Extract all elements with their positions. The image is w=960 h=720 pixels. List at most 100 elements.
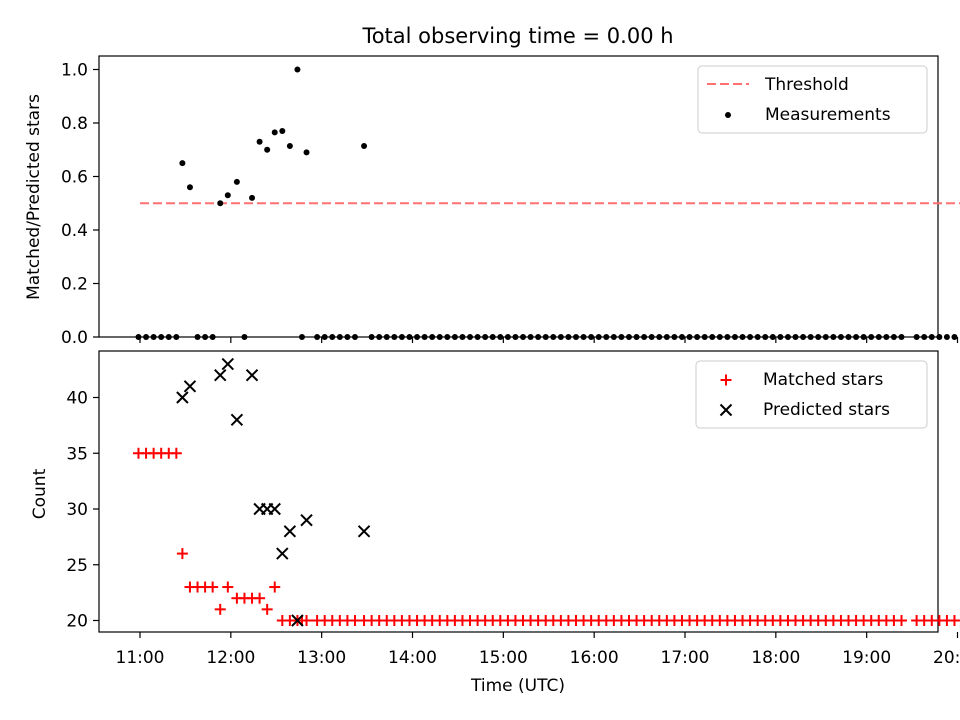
measurement-zero-point: [701, 334, 708, 340]
measurement-zero-point: [451, 334, 458, 340]
bottom-legend-predicted-label: Predicted stars: [763, 400, 890, 420]
measurement-zero-point: [482, 334, 489, 340]
measurement-point: [233, 178, 240, 185]
top-legend-box: [697, 65, 928, 134]
measurement-zero-point: [150, 334, 157, 340]
measurement-zero-point: [241, 334, 248, 340]
measurement-zero-point: [709, 334, 716, 340]
measurement-zero-point: [429, 334, 436, 340]
bottom-panel: 20 25 30 35 40 11:00 12:00 13:00 14:00 15:00 16:00…: [30, 350, 960, 696]
bottom-xtick-label: 20:00: [933, 648, 960, 668]
measurement-point: [303, 149, 310, 156]
measurement-zero-point: [376, 334, 383, 340]
matched-star-marker: [948, 615, 960, 626]
bottom-ytick-label: 20: [66, 612, 88, 632]
measurement-point: [224, 192, 231, 199]
predicted-star-marker-b: [176, 391, 189, 404]
measurement-zero-point: [633, 334, 640, 340]
matched-star-marker: [254, 592, 266, 604]
bottom-ytick-label: 30: [66, 500, 88, 520]
predicted-star-marker-b: [221, 357, 235, 371]
measurement-zero-point: [497, 334, 504, 340]
measurement-zero-point: [686, 334, 693, 340]
bottom-xtick-label: 11:00: [116, 648, 165, 668]
measurement-zero-point: [467, 334, 474, 340]
measurement-zero-point: [943, 334, 950, 340]
top-legend-measurements-label: Measurements: [765, 105, 891, 125]
matched-star-marker: [214, 603, 226, 615]
measurement-zero-point: [550, 334, 557, 340]
measurement-zero-point: [209, 334, 216, 340]
measurement-zero-point: [936, 334, 943, 340]
predicted-star-marker: [245, 368, 259, 382]
top-ytick-label: 0.8: [61, 114, 88, 134]
measurement-zero-point: [815, 334, 822, 340]
measurement-zero-point: [459, 334, 466, 340]
predicted-star-marker-b: [291, 614, 304, 627]
measurement-zero-point: [504, 334, 511, 340]
predicted-star-marker-b: [276, 547, 289, 560]
matched-star-marker: [170, 447, 182, 459]
measurement-point: [271, 129, 278, 136]
measurement-zero-point: [535, 334, 542, 340]
predicted-star-marker: [183, 380, 197, 393]
bottom-xtick-label: 13:00: [297, 648, 346, 668]
measurement-zero-point: [671, 334, 678, 340]
predicted-star-marker: [300, 513, 313, 527]
measurement-zero-point: [754, 334, 761, 340]
predicted-star-marker-b: [300, 513, 313, 527]
matched-star-marker: [176, 548, 188, 560]
measurement-zero-point: [383, 334, 390, 340]
bottom-ytick-label: 25: [66, 556, 88, 576]
measurement-point: [217, 200, 224, 207]
measurement-zero-point: [158, 334, 165, 340]
bottom-ylabel: Count: [30, 468, 50, 519]
bottom-xlabel: Time (UTC): [470, 676, 565, 696]
measurement-zero-point: [731, 334, 738, 340]
measurement-zero-point: [444, 334, 451, 340]
predicted-star-marker: [291, 614, 304, 627]
bottom-legend: Matched stars Predicted stars: [695, 360, 928, 429]
measurement-point: [256, 138, 263, 145]
predicted-star-marker: [176, 391, 189, 404]
measurement-zero-point: [520, 334, 527, 340]
top-legend-threshold-label: Threshold: [764, 75, 849, 95]
top-axes-frame: [98, 55, 939, 338]
measurement-zero-point: [329, 334, 336, 340]
measurement-zero-point: [663, 334, 670, 340]
predicted-star-marker: [230, 413, 244, 427]
measurement-zero-point: [618, 334, 625, 340]
bottom-legend-predicted-swatch: [719, 403, 733, 417]
bottom-xtick-label: 19:00: [842, 648, 891, 668]
measurement-zero-point: [739, 334, 746, 340]
measurement-zero-point: [336, 334, 343, 340]
measurement-zero-point: [391, 334, 398, 340]
measurement-zero-point: [853, 334, 860, 340]
measurement-zero-point: [489, 334, 496, 340]
measurement-zero-point: [868, 334, 875, 340]
measurement-zero-point: [837, 334, 844, 340]
measurement-zero-point: [351, 334, 358, 340]
bottom-legend-matched-swatch: [720, 374, 732, 386]
measurement-zero-point: [641, 334, 648, 340]
measurement-zero-point: [845, 334, 852, 340]
top-ytick-label: 0.6: [61, 168, 88, 188]
measurement-zero-point: [194, 334, 201, 340]
predicted-star-marker-b: [245, 368, 259, 382]
measurement-zero-point: [610, 334, 617, 340]
bottom-xtick-label: 16:00: [570, 648, 619, 668]
matched-star-marker: [222, 581, 234, 593]
measurement-zero-point: [928, 334, 935, 340]
top-ylabel: Matched/Predicted stars: [24, 94, 44, 300]
predicted-star-marker: [276, 547, 289, 560]
measurement-zero-point: [807, 334, 814, 340]
bottom-xtick-label: 15:00: [479, 648, 528, 668]
predicted-star-marker-b: [268, 502, 281, 516]
measurement-zero-point: [527, 334, 534, 340]
bottom-xtick-label: 14:00: [388, 648, 437, 668]
measurement-zero-point: [883, 334, 890, 340]
measurement-zero-point: [421, 334, 428, 340]
predicted-star-marker: [357, 525, 371, 538]
measurement-zero-point: [747, 334, 754, 340]
measurement-zero-point: [921, 334, 928, 340]
